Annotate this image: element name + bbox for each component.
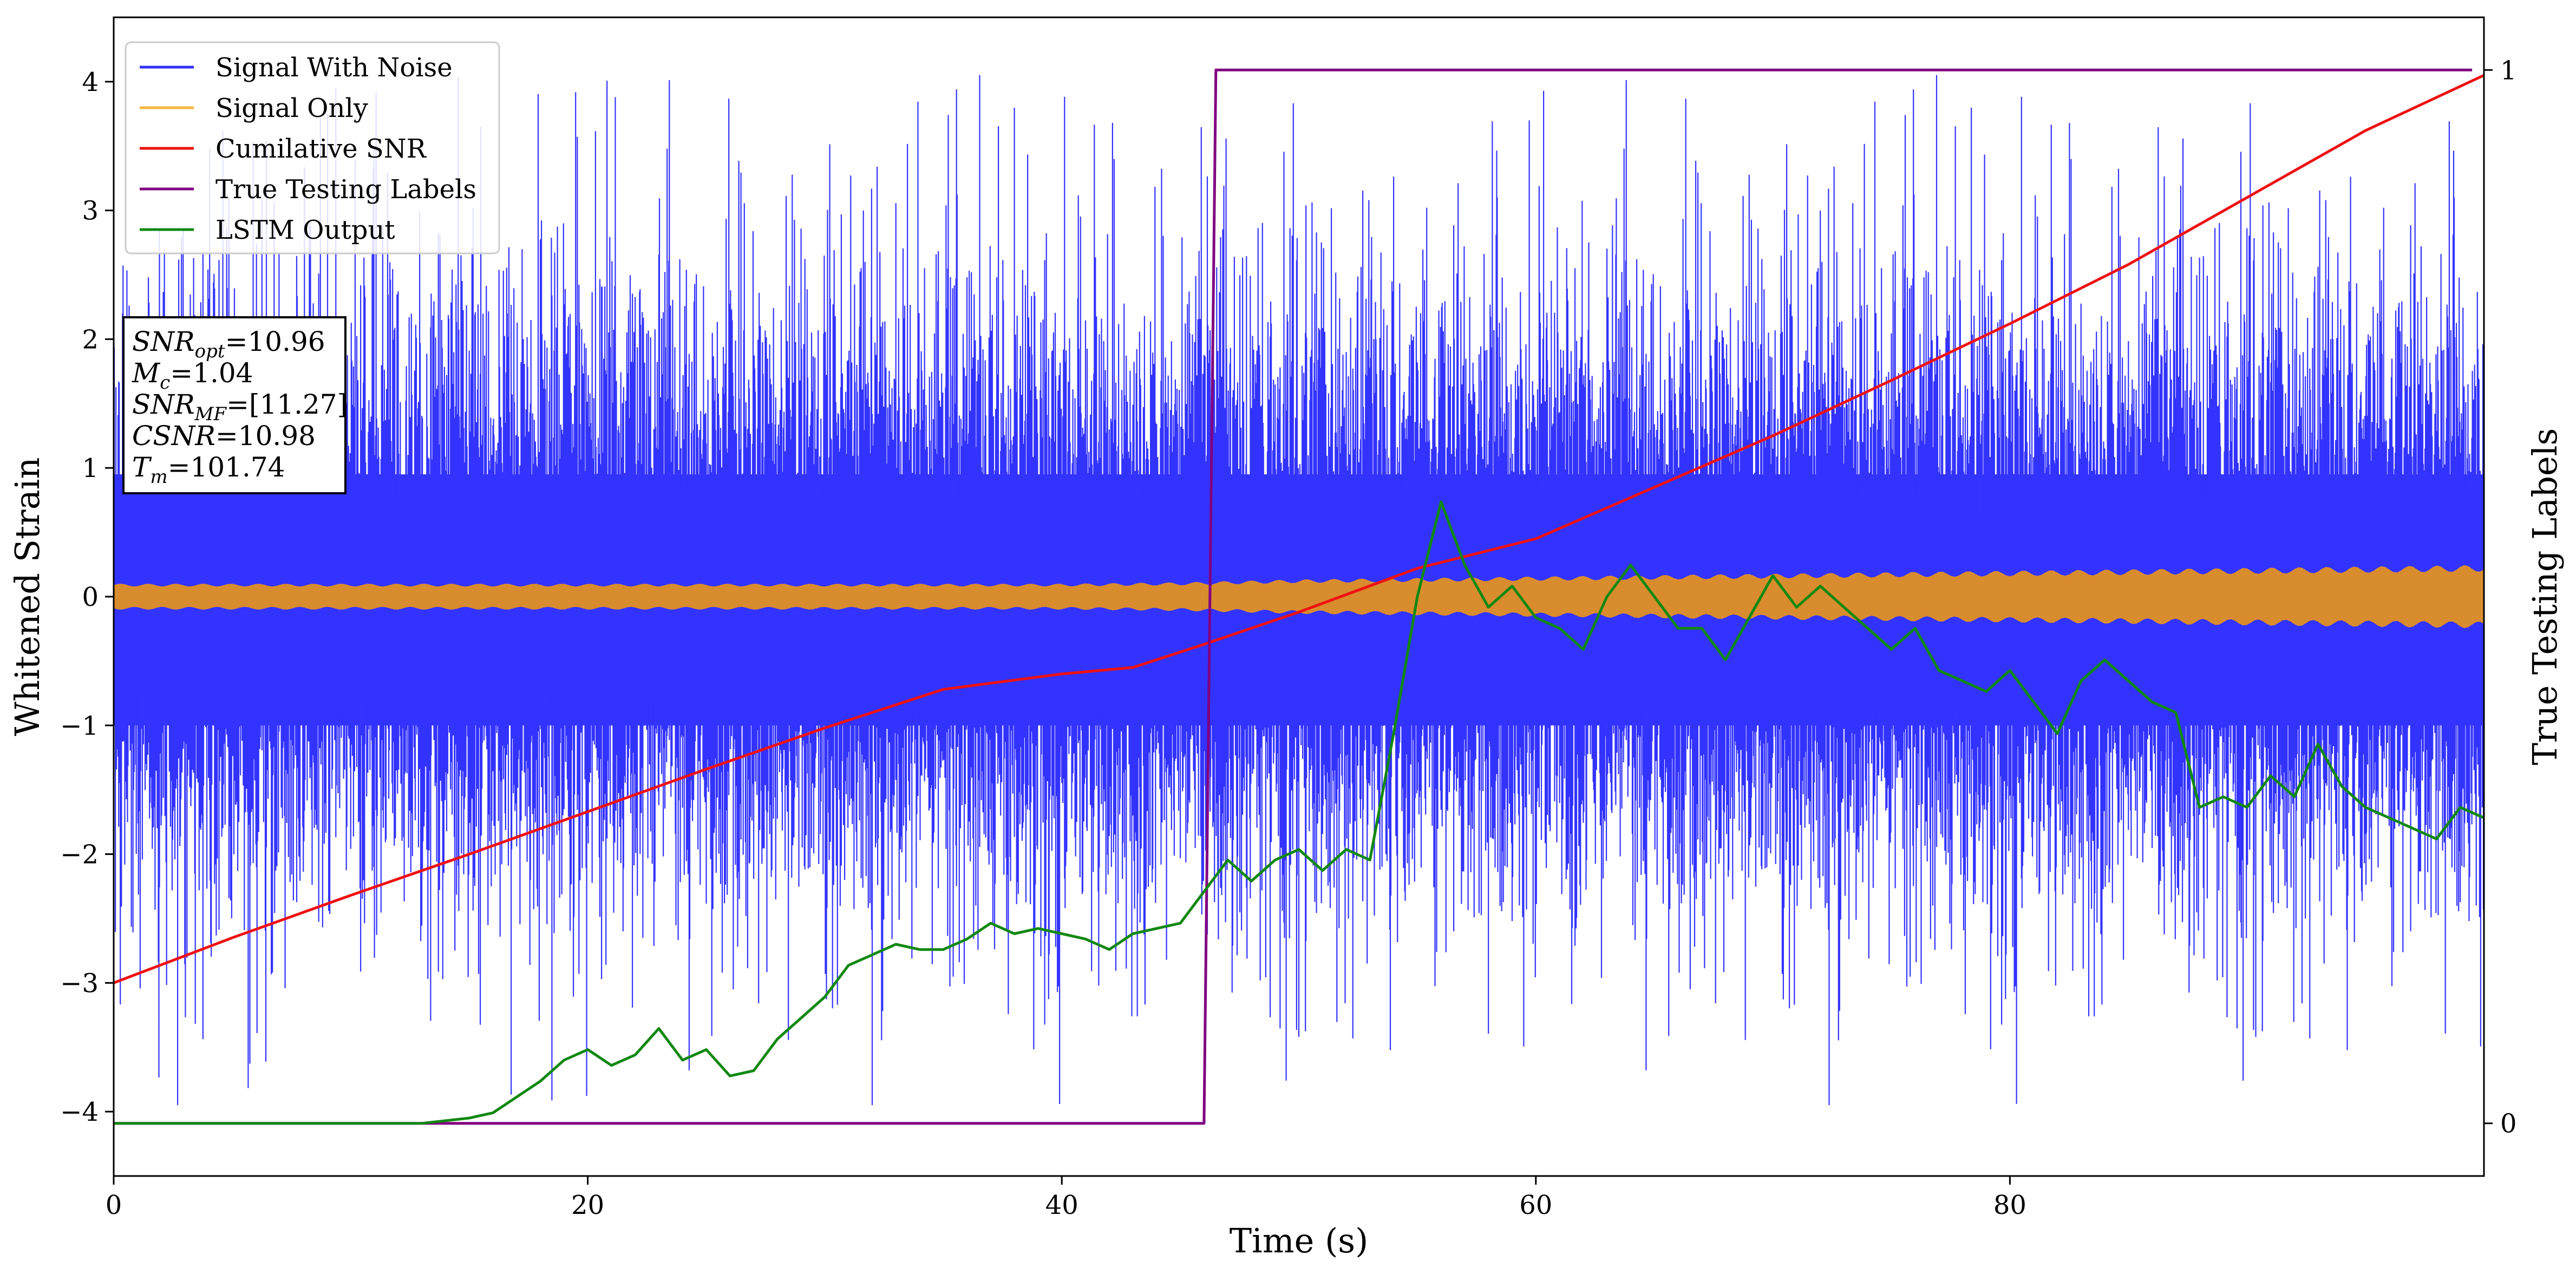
y-tick-label: 0 — [82, 582, 99, 612]
x-axis-label: Time (s) — [1230, 1221, 1369, 1260]
x-tick-label: 40 — [1045, 1190, 1078, 1220]
y2-axis: 01 — [2484, 55, 2517, 1139]
legend-label: Signal With Noise — [215, 53, 453, 83]
true-labels-line — [114, 68, 2473, 1125]
y-tick-label: 4 — [82, 67, 99, 97]
legend-label: Cumilative SNR — [215, 134, 427, 164]
y-tick-label: −4 — [60, 1097, 99, 1127]
legend: Signal With Noise Signal Only Cumilative S… — [125, 41, 500, 254]
y-tick-label: 1 — [82, 453, 99, 484]
y-tick-label: 3 — [82, 196, 99, 226]
legend-label: LSTM Output — [215, 215, 395, 245]
info-box-frame — [122, 316, 346, 494]
info-box: SNRopt=10.96Mc=1.04SNRMF=[11.27]CSNR=10.… — [122, 316, 348, 494]
snr-line — [114, 74, 2484, 984]
legend-label: True Testing Labels — [215, 174, 476, 205]
info-line: Tm=101.74 — [132, 452, 285, 488]
info-line: CSNR=10.98 — [132, 420, 316, 452]
signal-envelope — [114, 565, 2484, 629]
info-line: SNRopt=10.96 — [132, 326, 325, 362]
y-tick-label: −3 — [60, 968, 99, 998]
y2-axis-label: True Testing Labels — [2525, 428, 2565, 766]
y-tick-label: −2 — [60, 840, 99, 870]
info-line: Mc=1.04 — [132, 357, 253, 394]
y-axis: −4 −3 −2 −1 0 1 2 3 4 — [60, 67, 114, 1127]
x-tick-label: 80 — [1993, 1190, 2026, 1220]
y-tick-label: −1 — [60, 711, 99, 741]
lstm-output-line — [114, 500, 2484, 1125]
signal-only-series — [114, 565, 2484, 629]
line-series — [114, 68, 2484, 1125]
x-tick-label: 60 — [1519, 1190, 1552, 1220]
x-tick-label: 20 — [571, 1190, 604, 1220]
y2-tick-label: 1 — [2500, 55, 2517, 86]
y-axis-label: Whitened Strain — [8, 458, 47, 736]
legend-label: Signal Only — [215, 93, 368, 123]
x-axis: 0 20 40 60 80 — [106, 1176, 2026, 1220]
x-tick-label: 0 — [106, 1190, 122, 1220]
legend-frame — [125, 41, 500, 254]
y-tick-label: 2 — [82, 324, 99, 355]
info-line: SNRMF=[11.27] — [132, 389, 348, 425]
y2-tick-label: 0 — [2500, 1109, 2517, 1139]
